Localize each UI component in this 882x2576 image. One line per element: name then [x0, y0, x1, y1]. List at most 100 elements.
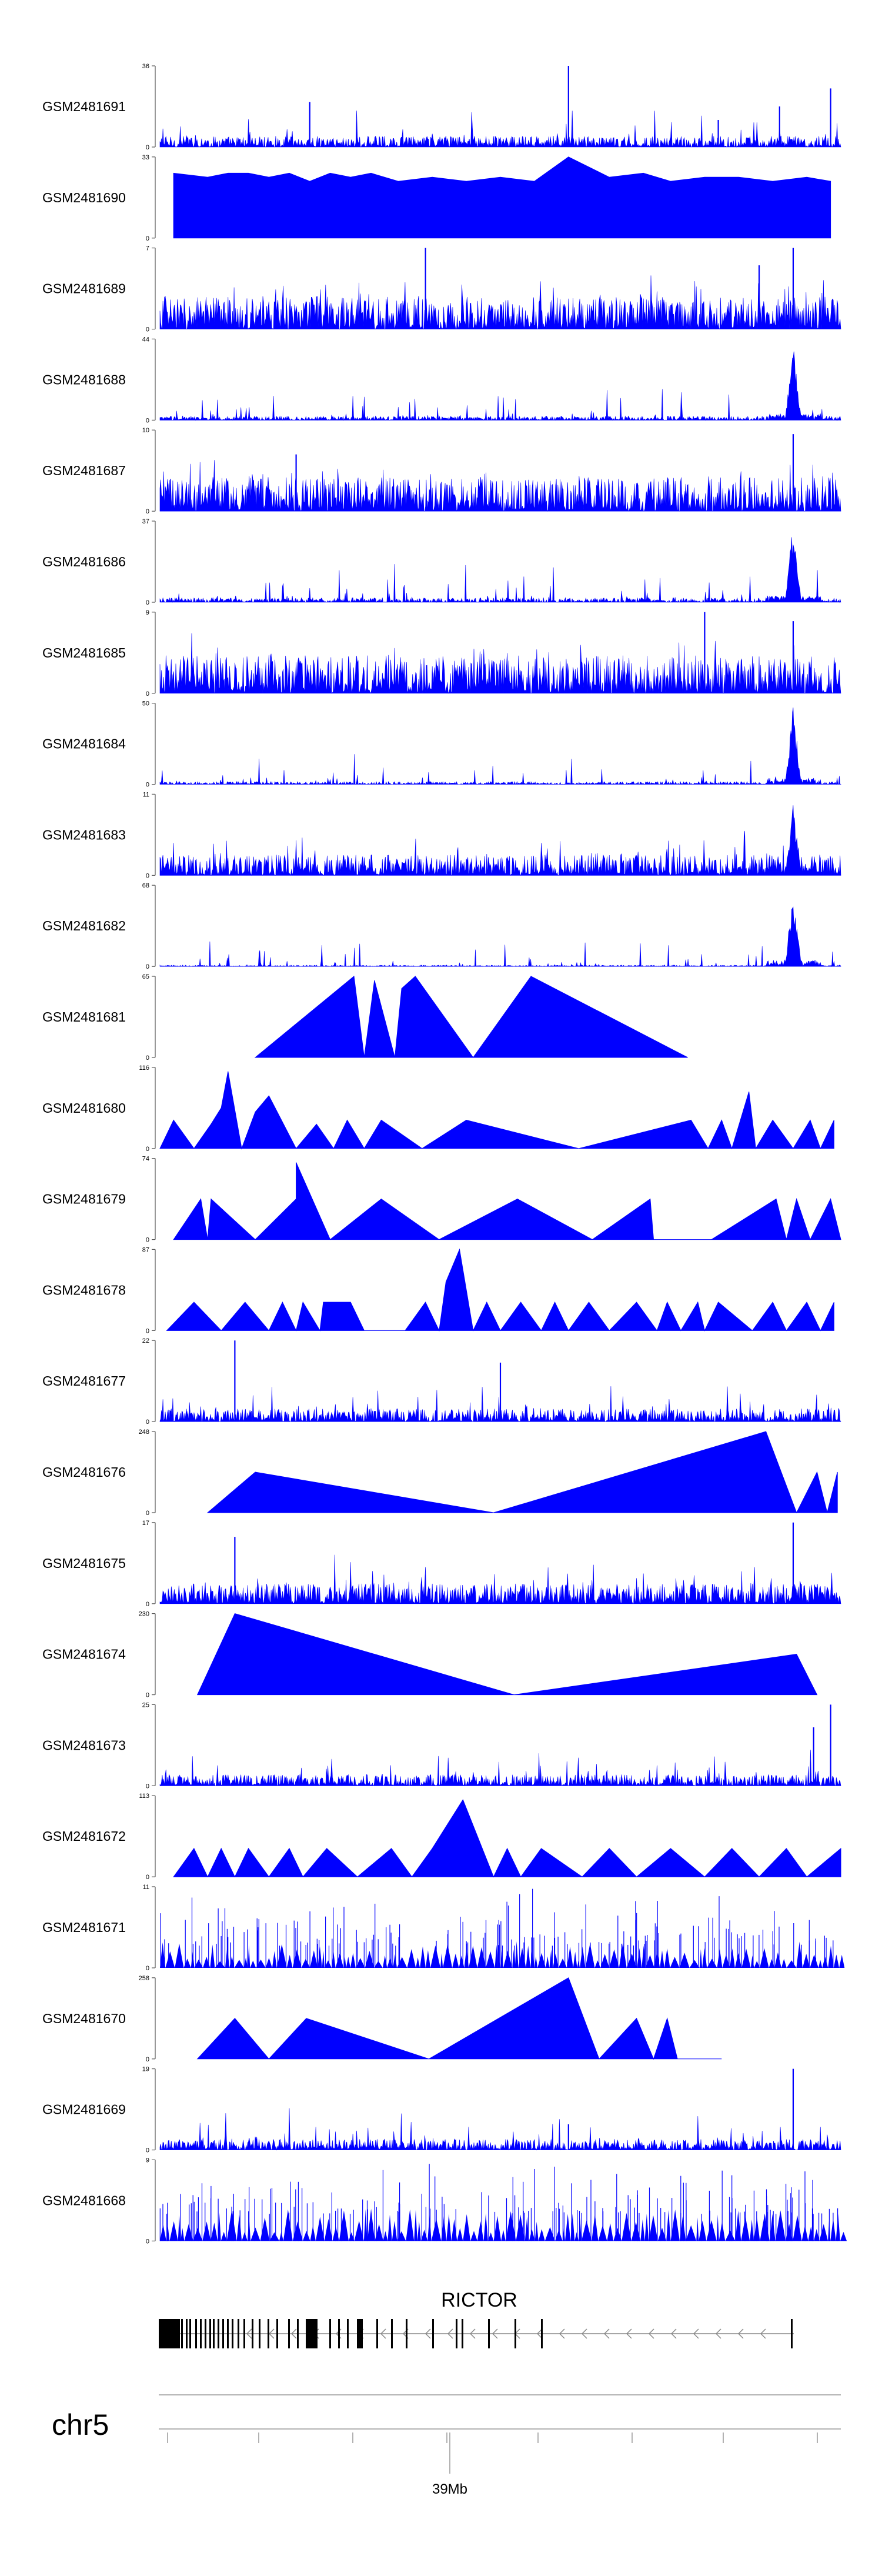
exon: [456, 2319, 457, 2348]
track-label: GSM2481680: [42, 1100, 126, 1116]
signal-area: [159, 1750, 841, 1787]
track-label: GSM2481674: [42, 1647, 126, 1662]
y-tick-label-min: 0: [146, 2147, 149, 2154]
y-tick-label-max: 17: [142, 1520, 149, 1527]
exon: [288, 2319, 290, 2348]
strand-arrow: [246, 2328, 252, 2339]
track-label: GSM2481677: [42, 1373, 126, 1389]
y-tick-label-max: 36: [142, 63, 149, 70]
track-GSM2481691: GSM2481691 36 0: [42, 63, 841, 151]
exon: [195, 2319, 197, 2348]
signal-area: [254, 976, 688, 1058]
track-GSM2481675: GSM2481675 17 0: [42, 1520, 841, 1608]
strand-arrow: [648, 2328, 654, 2339]
strand-arrow: [715, 2328, 721, 2339]
track-label: GSM2481691: [42, 99, 126, 114]
y-tick-label-min: 0: [146, 1874, 149, 1881]
exon: [406, 2319, 407, 2348]
track-label: GSM2481690: [42, 190, 126, 205]
strand-arrow: [626, 2328, 632, 2339]
track-label: GSM2481669: [42, 2102, 126, 2117]
y-tick-label-max: 22: [142, 1337, 149, 1344]
track-GSM2481677: GSM2481677 22 0: [42, 1337, 841, 1426]
track-GSM2481679: GSM2481679 74 0: [42, 1156, 841, 1244]
y-tick-label-min: 0: [146, 599, 149, 606]
strand-arrow: [603, 2328, 610, 2339]
track-GSM2481683: GSM2481683 11 0: [42, 791, 841, 879]
exon: [541, 2319, 543, 2348]
track-GSM2481670: GSM2481670 258 0: [42, 1975, 722, 2063]
signal-area: [159, 2108, 841, 2151]
track-GSM2481689: GSM2481689 7 0: [42, 245, 841, 333]
gene-annotation: RICTOR: [159, 2289, 794, 2348]
signal-tracks: GSM2481691360GSM2481690330GSM248168970GS…: [42, 63, 847, 2245]
signal-area: [159, 275, 841, 330]
track-label: GSM2481681: [42, 1009, 126, 1025]
exon: [232, 2319, 233, 2348]
exon: [514, 2319, 516, 2348]
signal-area: [159, 708, 842, 785]
y-tick-label-min: 0: [146, 2056, 149, 2063]
track-GSM2481688: GSM2481688 44 0: [42, 336, 841, 424]
exon: [306, 2319, 318, 2348]
strand-arrow: [447, 2328, 453, 2339]
exon: [205, 2319, 206, 2348]
y-tick-label-min: 0: [146, 1146, 149, 1153]
y-tick-label-max: 258: [139, 1975, 149, 1982]
track-GSM2481690: GSM2481690 33 0: [42, 154, 831, 242]
y-tick-label-max: 248: [139, 1429, 149, 1436]
y-tick-label-max: 74: [142, 1156, 149, 1163]
track-label: GSM2481684: [42, 736, 126, 752]
axis-tick-label: 39Mb: [432, 2481, 467, 2497]
signal-area: [206, 1431, 838, 1514]
track-label: GSM2481686: [42, 554, 126, 569]
y-tick-label-min: 0: [146, 872, 149, 879]
exon: [297, 2319, 299, 2348]
y-tick-label-min: 0: [146, 326, 149, 333]
strand-arrow: [559, 2328, 565, 2339]
y-tick-label-min: 0: [146, 508, 149, 515]
signal-area: [159, 351, 841, 421]
track-GSM2481680: GSM2481680 116 0: [42, 1065, 834, 1153]
strand-arrow: [581, 2328, 587, 2339]
y-tick-label-min: 0: [146, 417, 149, 424]
y-tick-label-min: 0: [146, 1419, 149, 1426]
y-tick-label-max: 19: [142, 2066, 149, 2073]
track-label: GSM2481673: [42, 1737, 126, 1753]
exon: [218, 2319, 219, 2348]
track-label: GSM2481672: [42, 1828, 126, 1844]
y-tick-label-min: 0: [146, 2238, 149, 2245]
y-tick-label-min: 0: [146, 1601, 149, 1608]
strand-arrow: [670, 2328, 677, 2339]
y-tick-label-max: 11: [143, 1884, 149, 1891]
track-label: GSM2481676: [42, 1464, 126, 1480]
y-tick-label-min: 0: [146, 1327, 149, 1334]
exon: [462, 2319, 463, 2348]
strand-arrow: [737, 2328, 744, 2339]
track-GSM2481669: GSM2481669 19 0: [42, 2066, 841, 2154]
exon: [391, 2319, 393, 2348]
track-label: GSM2481668: [42, 2193, 126, 2208]
signal-area: [173, 1162, 841, 1240]
y-tick-label-max: 11: [143, 791, 149, 798]
track-GSM2481685: GSM2481685 9 0: [42, 609, 841, 698]
track-label: GSM2481685: [42, 645, 126, 660]
exon: [357, 2319, 363, 2348]
strand-arrow: [290, 2328, 297, 2339]
exon: [189, 2319, 191, 2348]
y-tick-label-max: 113: [139, 1793, 149, 1800]
exon: [791, 2319, 793, 2348]
exon: [213, 2319, 215, 2348]
strand-arrow: [536, 2328, 543, 2339]
exon: [181, 2319, 183, 2348]
y-tick-label-max: 50: [142, 700, 149, 708]
y-tick-label-max: 7: [146, 245, 149, 252]
strand-arrow: [425, 2328, 431, 2339]
y-tick-label-min: 0: [146, 963, 149, 970]
y-tick-label-max: 68: [142, 882, 149, 889]
gene-model-rictor: [159, 2319, 794, 2348]
track-GSM2481673: GSM2481673 25 0: [42, 1701, 841, 1790]
y-tick-label-min: 0: [146, 1783, 149, 1790]
